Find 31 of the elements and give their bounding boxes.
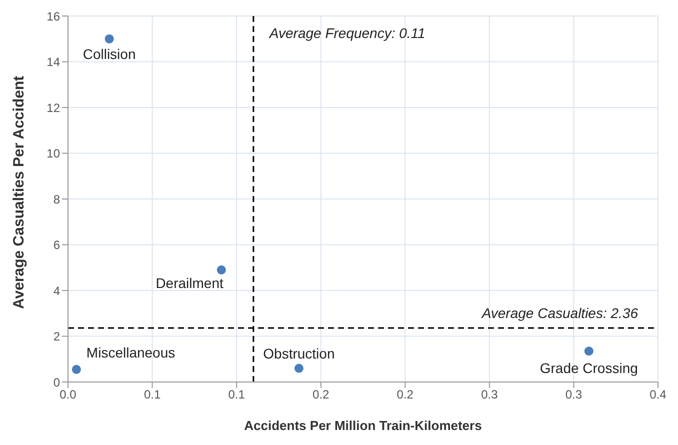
annotation: Miscellaneous bbox=[86, 344, 176, 360]
x-tick-label: 0.3 bbox=[565, 388, 582, 402]
x-tick-label: 0.2 bbox=[312, 388, 330, 402]
annotation: Derailment bbox=[156, 274, 224, 291]
x-tick-label: 0.2 bbox=[396, 388, 414, 402]
y-tick-label: 8 bbox=[53, 192, 60, 206]
y-tick-label: 4 bbox=[53, 284, 60, 298]
y-tick-label: 6 bbox=[53, 238, 60, 252]
annotation: Grade Crossing bbox=[540, 360, 638, 376]
x-tick-label: 0.4 bbox=[650, 388, 667, 402]
point bbox=[72, 364, 81, 374]
x-axis-title: Accidents Per Million Train-Kilometers bbox=[244, 418, 482, 433]
annotation: Collision bbox=[82, 46, 136, 62]
x-tick-label: 0.1 bbox=[228, 388, 246, 402]
annotation: Obstruction bbox=[263, 345, 335, 362]
y-tick-label: 10 bbox=[46, 146, 60, 161]
ref-line-label: Average Casualties: 2.36 bbox=[480, 305, 638, 322]
y-tick-label: 16 bbox=[46, 9, 60, 24]
y-tick-label: 0 bbox=[53, 375, 60, 390]
ref-line-label: Average Frequency: 0.11 bbox=[268, 25, 426, 41]
y-tick-label: 14 bbox=[46, 55, 60, 70]
y-tick-label: 12 bbox=[46, 100, 60, 115]
x-tick-label: 0.3 bbox=[481, 388, 498, 402]
point bbox=[104, 34, 114, 44]
point bbox=[294, 364, 304, 373]
x-tick-label: 0.0 bbox=[60, 388, 77, 402]
point bbox=[216, 265, 226, 274]
y-tick-label: 2 bbox=[53, 330, 60, 344]
x-tick-label: 0.1 bbox=[144, 388, 161, 402]
y-axis-title: Average Casualties Per Accident bbox=[10, 76, 28, 309]
point bbox=[584, 346, 594, 356]
